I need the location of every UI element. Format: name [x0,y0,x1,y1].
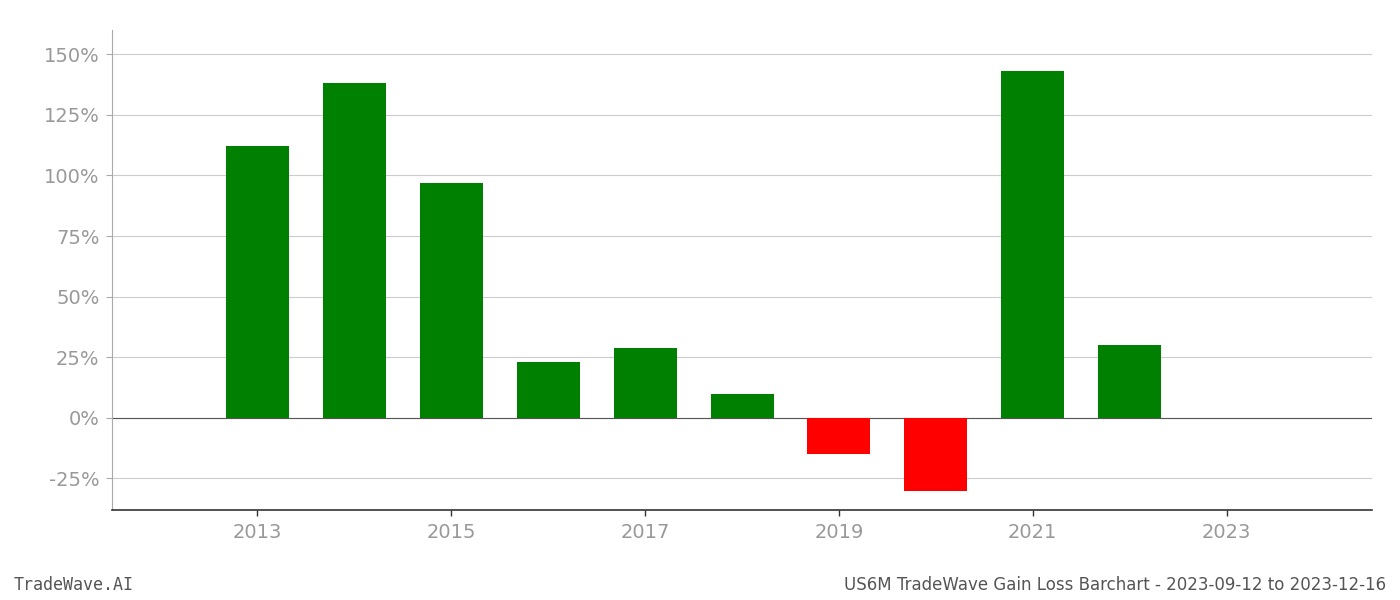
Bar [904,418,967,491]
Bar [808,418,871,454]
Bar [1001,71,1064,418]
Bar [711,394,774,418]
Bar [517,362,580,418]
Bar [225,146,288,418]
Text: TradeWave.AI: TradeWave.AI [14,576,134,594]
Bar [613,347,676,418]
Bar [420,183,483,418]
Bar [323,83,386,418]
Bar [1098,345,1161,418]
Text: US6M TradeWave Gain Loss Barchart - 2023-09-12 to 2023-12-16: US6M TradeWave Gain Loss Barchart - 2023… [844,576,1386,594]
